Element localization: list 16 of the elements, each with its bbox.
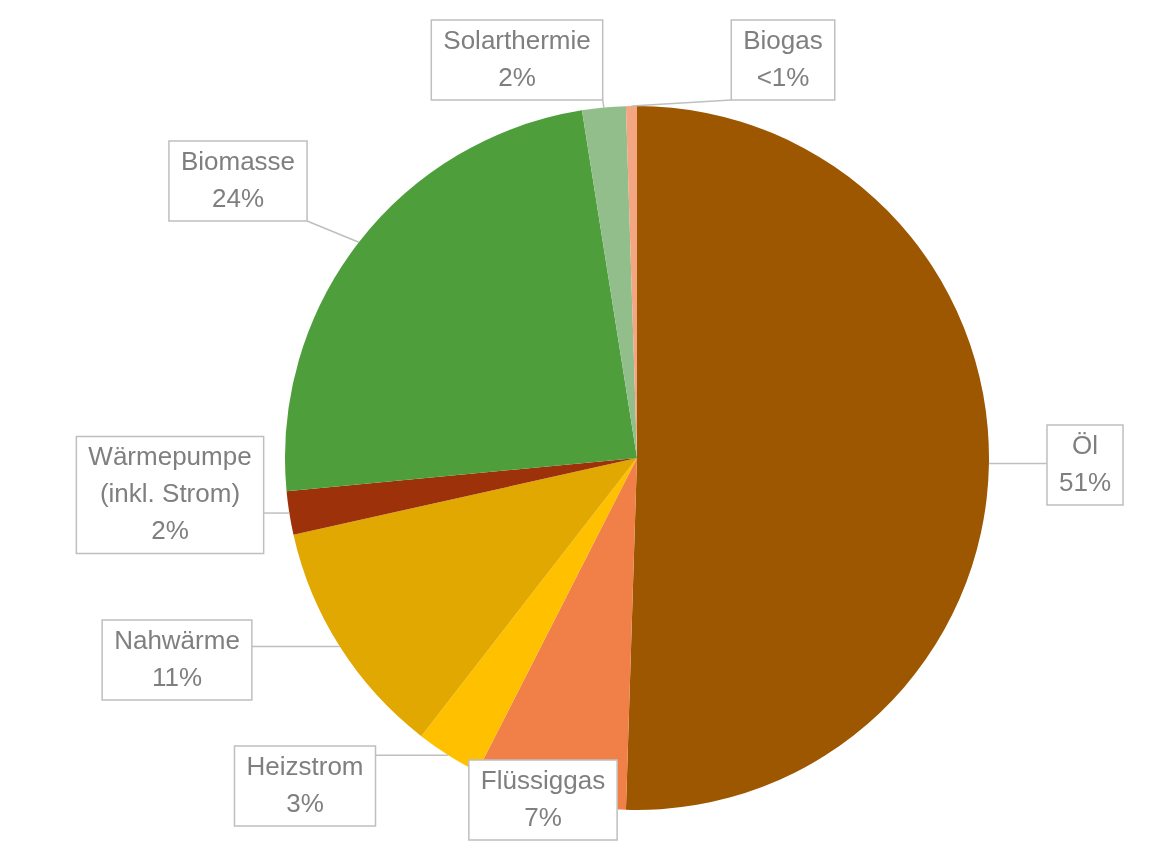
data-label: 24% — [211, 182, 265, 213]
slice-label: Solarthermie — [443, 24, 591, 55]
data-label: <1% — [756, 61, 810, 92]
data-label: 11% — [151, 661, 203, 692]
data-label: 2% — [498, 61, 536, 92]
slice-label: Biomasse — [180, 145, 296, 176]
slice-label: Flüssiggas — [480, 764, 606, 795]
data-label: 7% — [524, 801, 562, 832]
slice-label: Heizstrom — [246, 750, 364, 781]
slice-label: Biogas — [743, 24, 823, 55]
data-label: 51% — [1058, 466, 1112, 497]
slice-label: Wärmepumpe (inkl. Strom) — [88, 441, 252, 509]
data-label: 3% — [286, 787, 324, 818]
data-label: 2% — [151, 515, 189, 546]
slice-label: Öl — [1072, 429, 1098, 460]
slice-label: Nahwärme — [114, 624, 240, 655]
